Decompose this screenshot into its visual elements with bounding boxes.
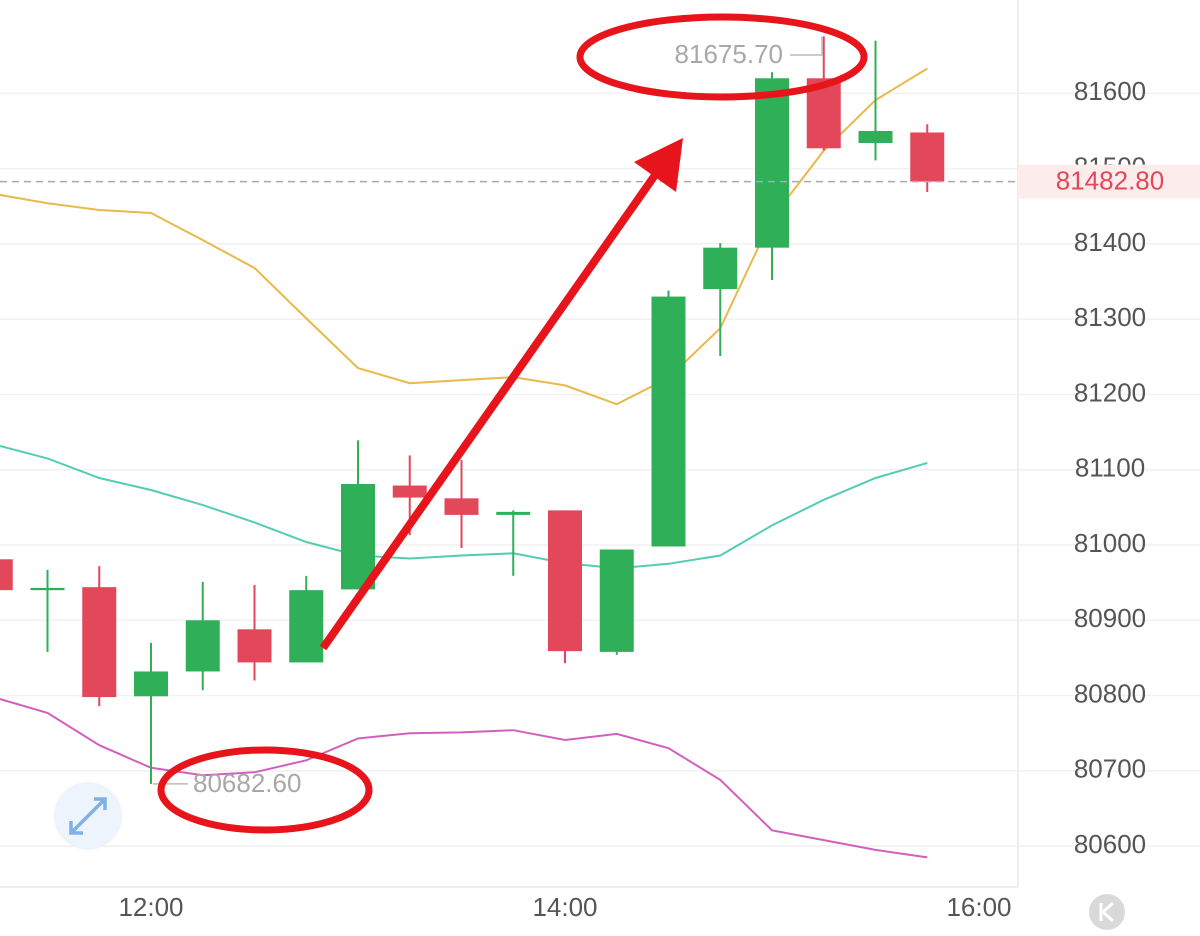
last-price-label: 81482.80 bbox=[1056, 165, 1164, 195]
annotation-label: 81675.70 bbox=[675, 39, 783, 69]
candle-body bbox=[30, 587, 65, 591]
candle-body bbox=[134, 671, 168, 697]
candle-body bbox=[599, 549, 634, 652]
arrow bbox=[319, 165, 664, 651]
y-tick-label: 80800 bbox=[1074, 678, 1146, 708]
highlight-ellipse bbox=[576, 13, 868, 101]
grid bbox=[0, 92, 1200, 847]
candle-body bbox=[185, 620, 220, 672]
candle-body bbox=[289, 590, 324, 663]
y-tick-label: 80700 bbox=[1074, 754, 1146, 784]
candle-body bbox=[910, 132, 945, 182]
candles bbox=[0, 36, 945, 784]
y-tick-label: 80600 bbox=[1074, 829, 1146, 859]
y-tick-label: 81600 bbox=[1074, 76, 1146, 106]
labels: 80600 80700 80800 80900 81000 81100 81200 81300… bbox=[0, 36, 1200, 922]
x-tick-label: 12:00 bbox=[118, 892, 183, 922]
highlight-ellipse bbox=[157, 746, 373, 834]
arrow-head bbox=[634, 138, 683, 192]
candle-body bbox=[703, 247, 738, 290]
annotation-label: 80682.60 bbox=[193, 768, 301, 798]
y-tick-label: 81000 bbox=[1074, 528, 1146, 558]
expand-icon[interactable] bbox=[54, 782, 122, 850]
k-icon[interactable] bbox=[1089, 894, 1125, 930]
candle-body bbox=[82, 587, 117, 698]
y-tick-label: 80900 bbox=[1074, 603, 1146, 633]
x-tick-label: 14:00 bbox=[532, 892, 597, 922]
candle-body bbox=[858, 130, 893, 144]
candle-body bbox=[444, 498, 479, 515]
candle-body bbox=[755, 78, 789, 248]
x-tick-label: 16:00 bbox=[946, 892, 1011, 922]
annotation-leader bbox=[790, 36, 823, 56]
candle-body bbox=[392, 485, 427, 498]
candle-body bbox=[237, 629, 272, 663]
y-tick-label: 81100 bbox=[1075, 453, 1145, 483]
band-line bbox=[0, 444, 928, 570]
y-tick-label: 81200 bbox=[1074, 377, 1146, 407]
candle-body bbox=[651, 296, 686, 547]
band-line bbox=[0, 698, 928, 859]
last-price-box bbox=[1018, 164, 1200, 199]
y-tick-label: 81400 bbox=[1074, 227, 1146, 257]
candle-body bbox=[548, 510, 582, 652]
candle-body bbox=[0, 559, 13, 591]
y-tick-label: 81300 bbox=[1074, 302, 1146, 332]
candle-body bbox=[496, 511, 531, 515]
candle-body bbox=[341, 484, 375, 590]
